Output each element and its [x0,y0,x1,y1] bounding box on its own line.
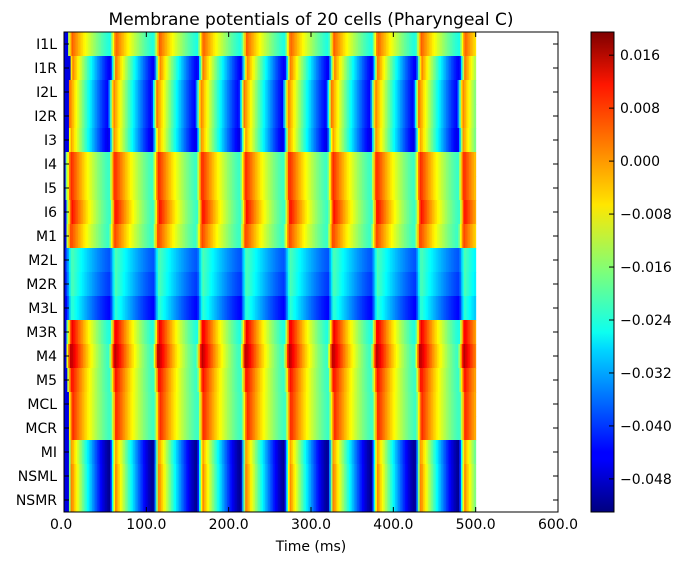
y-tick-label: M2R [26,277,57,293]
heatmap-row-mi [64,440,477,465]
x-tick-label: 400.0 [373,517,413,533]
y-tick-label: MCL [27,397,57,413]
y-tick-label: MCR [25,421,57,437]
heatmap-row-i2r [64,104,477,129]
x-tick-label: 600.0 [538,517,578,533]
y-tick-label: M3R [26,325,57,341]
heatmap-row-m3r [64,320,477,345]
colorbar-tick-label: −0.032 [620,366,672,382]
colorbar-tick-label: 0.008 [620,101,660,117]
heatmap-row-i6 [64,200,477,225]
y-tick-label: M5 [36,373,57,389]
y-axis: I1L I1R I2L I2R I3 I4 I5 I6 M1 M2L M2R M3L M3R M4 M5 MC… [16,37,558,509]
y-tick-label: MI [41,445,57,461]
x-axis: 0.0 100.0 200.0 300.0 400.0 500.0 600.0 [50,32,578,533]
heatmap-row-m3l [64,296,477,321]
y-tick-label: I6 [44,205,57,221]
heatmap-area [64,32,477,512]
heatmap-row-mcl [64,392,477,417]
y-tick-label: I4 [44,157,57,173]
y-tick-label: M1 [36,229,57,245]
y-tick-label: I2L [36,85,57,101]
colorbar-tick-label: 0.000 [620,154,660,170]
heatmap-row-nsmr [64,488,477,512]
x-tick-label: 0.0 [50,517,72,533]
colorbar-tick-label: 0.016 [620,48,660,64]
heatmap-row-m2r [64,272,477,297]
heatmap-row-m5 [64,368,477,393]
y-tick-label: M4 [36,349,57,365]
heatmap-row-m2l [64,248,477,273]
x-tick-label: 500.0 [456,517,496,533]
colorbar [590,31,615,513]
colorbar-tick-label: −0.048 [620,472,672,488]
heatmap-row-nsml [64,464,477,489]
y-tick-label: I2R [34,109,57,125]
heatmap-row-i5 [64,176,477,201]
chart-title: Membrane potentials of 20 cells (Pharyng… [109,10,514,30]
heatmap-row-mcr [64,416,477,441]
y-tick-label: I1L [36,37,57,53]
y-tick-label: I3 [44,133,57,149]
heatmap-row-i4 [64,152,477,177]
x-axis-label: Time (ms) [275,539,347,555]
y-tick-label: NSMR [16,493,57,509]
colorbar-tick-label: −0.008 [620,207,672,223]
heatmap-row-i2l [64,80,477,105]
x-tick-label: 200.0 [209,517,249,533]
y-tick-label: M3L [28,301,57,317]
y-tick-label: I5 [44,181,57,197]
colorbar-tick-label: −0.024 [620,313,672,329]
y-tick-label: I1R [34,61,57,77]
x-tick-label: 100.0 [126,517,166,533]
heatmap-row-i1l [64,32,477,57]
y-tick-label: M2L [28,253,57,269]
heatmap-row-i1r [64,56,477,81]
heatmap-row-m1 [64,224,477,249]
y-tick-label: NSML [18,469,57,485]
heatmap-row-i3 [64,128,477,153]
colorbar-tick-label: −0.040 [620,419,672,435]
colorbar-axis: 0.016 0.008 0.000 −0.008 −0.016 −0.024 −0.032 −… [609,48,672,488]
heatmap-row-m4 [64,344,477,369]
colorbar-tick-label: −0.016 [620,260,672,276]
x-tick-label: 300.0 [291,517,331,533]
